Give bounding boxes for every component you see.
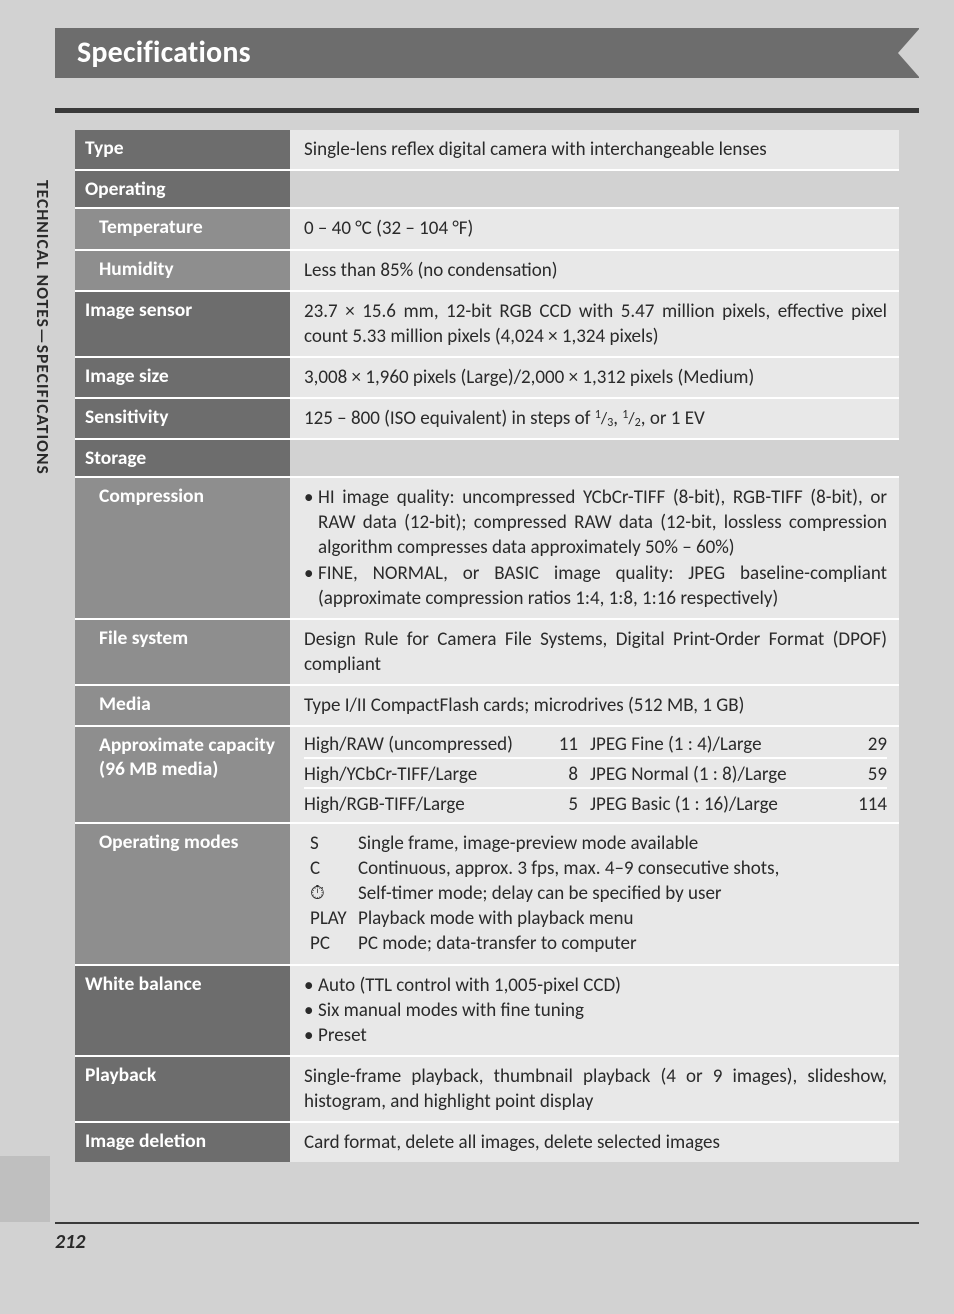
label-image-deletion: Image deletion bbox=[75, 1123, 290, 1162]
mode-4-desc: Playback mode with playback menu bbox=[358, 906, 887, 931]
label-temperature: Temperature bbox=[75, 209, 290, 248]
page-number: 212 bbox=[55, 1222, 919, 1254]
value-temperature: 0 – 40 °C (32 – 104 °F) bbox=[290, 209, 899, 248]
title-banner: Specifications bbox=[55, 28, 919, 78]
value-media: Type I/II CompactFlash cards; microdrive… bbox=[290, 686, 899, 725]
cap-r3-b: 5 bbox=[544, 792, 578, 817]
mode-5-sym: PC bbox=[304, 931, 358, 956]
mode-1-desc: Single frame, image-preview mode availab… bbox=[358, 831, 887, 856]
mode-3-desc: Self-timer mode; delay can be specified … bbox=[358, 881, 887, 906]
cap-r1-d: 29 bbox=[845, 732, 887, 757]
cap-r1-c: JPEG Fine (1 : 4)/Large bbox=[578, 732, 845, 757]
label-capacity: Approximate capacity (96 MB media) bbox=[75, 727, 290, 822]
sens-f2n: 1 bbox=[622, 407, 628, 422]
label-storage: Storage bbox=[75, 440, 290, 476]
label-image-size: Image size bbox=[75, 358, 290, 397]
value-white-balance: •Auto (TTL control with 1,005-pixel CCD)… bbox=[290, 966, 899, 1055]
mode-2-sym: C bbox=[304, 856, 358, 881]
cap-r3-d: 114 bbox=[845, 792, 887, 817]
cap-r2-b: 8 bbox=[544, 762, 578, 787]
mode-2-desc: Continuous, approx. 3 fps, max. 4–9 cons… bbox=[358, 856, 887, 881]
cap-r3-c: JPEG Basic (1 : 16)/Large bbox=[578, 792, 845, 817]
label-media: Media bbox=[75, 686, 290, 725]
value-operating bbox=[290, 171, 899, 207]
value-humidity: Less than 85% (no condensation) bbox=[290, 251, 899, 290]
cap-r2-a: High/YCbCr-TIFF/Large bbox=[304, 762, 544, 787]
side-tab-label: TECHNICAL NOTES—SPECIFICATIONS bbox=[32, 180, 54, 475]
value-compression: •HI image quality: uncompressed YCbCr-TI… bbox=[290, 478, 899, 617]
label-humidity: Humidity bbox=[75, 251, 290, 290]
label-white-balance: White balance bbox=[75, 966, 290, 1055]
value-storage bbox=[290, 440, 899, 476]
value-file-system: Design Rule for Camera File Systems, Dig… bbox=[290, 620, 899, 684]
label-playback: Playback bbox=[75, 1057, 290, 1121]
label-sensitivity: Sensitivity bbox=[75, 399, 290, 438]
sens-f1n: 1 bbox=[595, 407, 601, 422]
value-image-sensor: 23.7 × 15.6 mm, 12-bit RGB CCD with 5.47… bbox=[290, 292, 899, 356]
value-sensitivity: 125 – 800 (ISO equivalent) in steps of 1… bbox=[290, 399, 899, 438]
cap-r1-b: 11 bbox=[544, 732, 578, 757]
compression-bullet-1: HI image quality: uncompressed YCbCr-TIF… bbox=[318, 485, 887, 560]
cap-r1-a: High/RAW (uncompressed) bbox=[304, 732, 544, 757]
compression-bullet-2: FINE, NORMAL, or BASIC image quality: JP… bbox=[318, 561, 887, 611]
mode-3-sym: ⏱ bbox=[304, 881, 358, 906]
label-image-sensor: Image sensor bbox=[75, 292, 290, 356]
footer-tab bbox=[0, 1156, 50, 1222]
wb-bullet-2: Six manual modes with fine tuning bbox=[318, 998, 887, 1023]
spec-table: Type Single-lens reflex digital camera w… bbox=[75, 130, 899, 1162]
label-modes: Operating modes bbox=[75, 824, 290, 963]
cap-r2-d: 59 bbox=[845, 762, 887, 787]
label-operating: Operating bbox=[75, 171, 290, 207]
mode-4-sym: PLAY bbox=[304, 906, 358, 931]
wb-bullet-1: Auto (TTL control with 1,005-pixel CCD) bbox=[318, 973, 887, 998]
page-title: Specifications bbox=[55, 28, 919, 71]
value-image-deletion: Card format, delete all images, delete s… bbox=[290, 1123, 899, 1162]
label-compression: Compression bbox=[75, 478, 290, 617]
label-file-system: File system bbox=[75, 620, 290, 684]
sens-f1d: 3 bbox=[607, 414, 613, 429]
value-modes: SSingle frame, image-preview mode availa… bbox=[290, 824, 899, 963]
label-type: Type bbox=[75, 130, 290, 169]
sens-suffix: , or 1 EV bbox=[641, 407, 705, 430]
value-capacity: High/RAW (uncompressed) 11 JPEG Fine (1 … bbox=[290, 727, 899, 822]
header: Specifications bbox=[55, 28, 919, 113]
cap-r3-a: High/RGB-TIFF/Large bbox=[304, 792, 544, 817]
sens-prefix: 125 – 800 (ISO equivalent) in steps of bbox=[304, 407, 595, 430]
cap-r2-c: JPEG Normal (1 : 8)/Large bbox=[578, 762, 845, 787]
value-type: Single-lens reflex digital camera with i… bbox=[290, 130, 899, 169]
mode-1-sym: S bbox=[304, 831, 358, 856]
value-playback: Single-frame playback, thumbnail playbac… bbox=[290, 1057, 899, 1121]
mode-5-desc: PC mode; data-transfer to computer bbox=[358, 931, 887, 956]
wb-bullet-3: Preset bbox=[318, 1023, 887, 1048]
value-image-size: 3,008 × 1,960 pixels (Large)/2,000 × 1,3… bbox=[290, 358, 899, 397]
